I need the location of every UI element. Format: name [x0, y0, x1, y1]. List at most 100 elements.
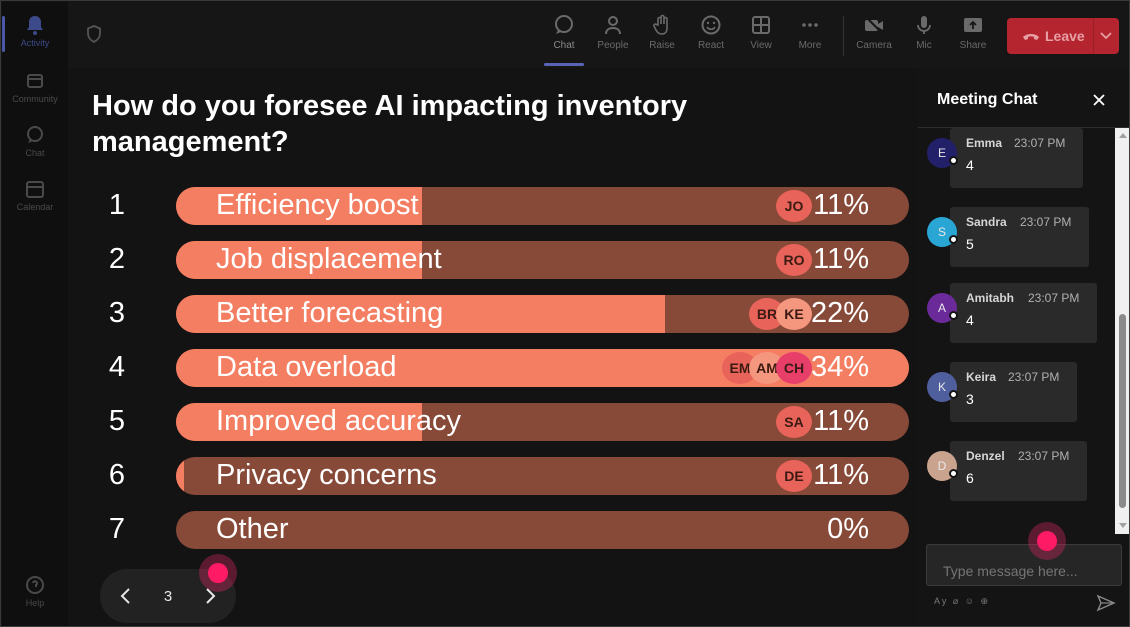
send-icon[interactable] — [1096, 594, 1116, 612]
option-number: 7 — [108, 513, 126, 545]
voter-avatar: DE — [776, 460, 812, 492]
toolbar-label: Chat — [553, 40, 575, 51]
option-percent: 11% — [813, 243, 869, 275]
calendar-icon — [26, 181, 44, 198]
message-bubble: Keira 23:07 PM 3 — [950, 362, 1077, 422]
chat-format-tools[interactable]: Ay ⌀ ☺ ⊕ — [934, 596, 990, 606]
option-bar: Privacy concerns DE 11% — [176, 457, 909, 495]
sender-name: Sandra — [966, 215, 1007, 229]
option-bar: Job displacement RO 11% — [176, 241, 909, 279]
scroll-thumb[interactable] — [1119, 314, 1126, 508]
option-percent: 11% — [813, 459, 869, 491]
chat-message-input[interactable] — [926, 544, 1122, 586]
chat-message: Denzel 23:07 PM 6 D — [918, 441, 1114, 507]
message-timestamp: 23:07 PM — [1018, 449, 1070, 463]
voter-avatar: SA — [776, 406, 812, 438]
poll-option[interactable]: 7 Other 0% — [68, 511, 918, 549]
rail-item-calendar[interactable]: Calendar — [2, 172, 68, 224]
option-bar: Data overload EM AM CH 34% — [176, 349, 909, 387]
presence-status — [949, 469, 958, 478]
share-icon — [964, 18, 982, 32]
chevron-left-icon[interactable] — [114, 584, 138, 608]
option-bar-fill — [176, 457, 184, 495]
meeting-toolbar: Chat People Raise React View More Camera — [68, 2, 1129, 68]
chat-message: Emma 23:07 PM 4 E — [918, 128, 1114, 194]
smile-icon — [701, 15, 721, 35]
option-label: Better forecasting — [216, 297, 444, 329]
option-label: Data overload — [216, 351, 397, 383]
sender-name: Denzel — [966, 449, 1005, 463]
toolbar-people-button[interactable]: People — [590, 12, 636, 62]
option-bar: Improved accuracy SA 11% — [176, 403, 909, 441]
toolbar-raise-button[interactable]: Raise — [639, 12, 685, 62]
chat-scrollbar[interactable] — [1115, 128, 1129, 534]
chat-message: Amitabh 23:07 PM 4 A — [918, 283, 1114, 349]
leave-divider — [1093, 18, 1094, 54]
toolbar-camera-button[interactable]: Camera — [851, 12, 897, 62]
option-label: Other — [216, 513, 289, 545]
rail-label: Community — [12, 94, 58, 104]
poll-option[interactable]: 3 Better forecasting BR KE 22% — [68, 295, 918, 333]
toolbar-more-button[interactable]: More — [787, 12, 833, 62]
leave-label: Leave — [1045, 28, 1085, 44]
chat-icon — [27, 126, 43, 143]
rail-item-help[interactable]: Help — [2, 568, 68, 620]
chat-title: Meeting Chat — [937, 91, 1038, 108]
option-bar-fill — [176, 295, 665, 333]
message-bubble: Denzel 23:07 PM 6 — [950, 441, 1087, 501]
toolbar-label: Share — [959, 40, 987, 51]
poll-option[interactable]: 2 Job displacement RO 11% — [68, 241, 918, 279]
toolbar-label: Raise — [649, 40, 675, 51]
community-icon — [27, 74, 43, 88]
bell-icon — [27, 16, 43, 35]
rail-item-chat[interactable]: Chat — [2, 118, 68, 170]
shield-icon — [87, 25, 101, 43]
message-timestamp: 23:07 PM — [1008, 370, 1060, 384]
more-icon — [802, 23, 818, 27]
poll-option[interactable]: 1 Efficiency boost JO 11% — [68, 187, 918, 225]
rail-label: Activity — [20, 38, 50, 48]
option-number: 3 — [108, 297, 126, 329]
chevron-right-icon[interactable] — [198, 584, 222, 608]
cursor-indicator — [1028, 522, 1066, 560]
toolbar-label: Mic — [916, 40, 932, 51]
option-bar: Efficiency boost JO 11% — [176, 187, 909, 225]
message-timestamp: 23:07 PM — [1014, 136, 1066, 150]
voter-avatar: KE — [776, 298, 812, 330]
toolbar-label: More — [798, 40, 822, 51]
rail-item-community[interactable]: Community — [2, 64, 68, 116]
chat-message: Keira 23:07 PM 3 K — [918, 362, 1114, 428]
option-label: Improved accuracy — [216, 405, 461, 437]
message-text: 4 — [966, 312, 974, 328]
option-number: 5 — [108, 405, 126, 437]
phone-hangup-icon — [1023, 34, 1039, 40]
poll-option[interactable]: 6 Privacy concerns DE 11% — [68, 457, 918, 495]
scroll-up-arrow[interactable] — [1119, 133, 1127, 138]
scroll-down-arrow[interactable] — [1119, 523, 1127, 528]
message-text: 6 — [966, 470, 974, 486]
close-icon[interactable] — [1090, 91, 1108, 109]
option-percent: 0% — [827, 513, 869, 545]
poll-option[interactable]: 4 Data overload EM AM CH 34% — [68, 349, 918, 387]
option-percent: 11% — [813, 405, 869, 437]
poll-option[interactable]: 5 Improved accuracy SA 11% — [68, 403, 918, 441]
chat-icon — [555, 15, 573, 34]
people-icon — [605, 16, 621, 35]
toolbar-chat-button[interactable]: Chat — [541, 12, 587, 62]
option-number: 2 — [108, 243, 126, 275]
option-percent: 34% — [810, 351, 869, 383]
chevron-down-icon[interactable] — [1099, 28, 1113, 42]
leave-button[interactable]: Leave — [1007, 18, 1119, 54]
camera-off-icon — [865, 16, 883, 34]
meeting-chat-panel: Meeting Chat Emma 23:07 PM 4 E Sandra 23:07 P… — [918, 68, 1129, 626]
option-bar-fill — [176, 241, 422, 279]
toolbar-label: People — [597, 40, 629, 51]
toolbar-view-button[interactable]: View — [738, 12, 784, 62]
toolbar-react-button[interactable]: React — [688, 12, 734, 62]
message-text: 3 — [966, 391, 974, 407]
message-bubble: Sandra 23:07 PM 5 — [950, 207, 1089, 267]
toolbar-share-button[interactable]: Share — [950, 12, 996, 62]
help-icon — [26, 576, 44, 594]
rail-item-activity[interactable]: Activity — [2, 8, 68, 60]
toolbar-mic-button[interactable]: Mic — [901, 12, 947, 62]
